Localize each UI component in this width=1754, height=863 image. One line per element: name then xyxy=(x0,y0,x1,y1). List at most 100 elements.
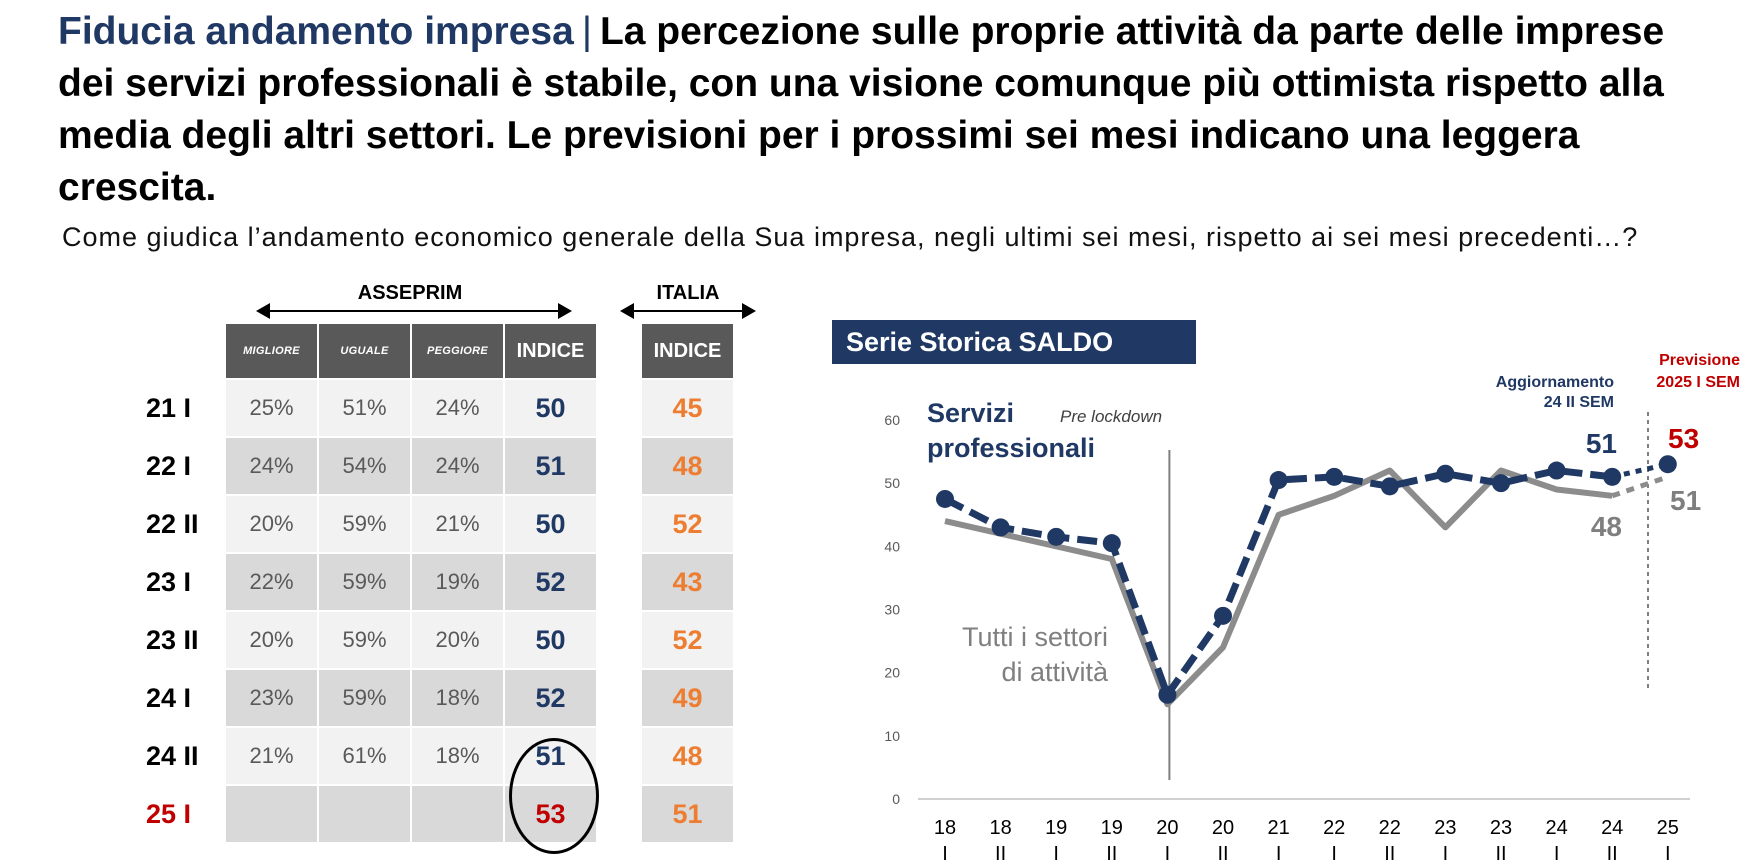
x-tick-label-semester: II xyxy=(1106,843,1117,863)
y-tick-label: 20 xyxy=(884,665,900,681)
series2-label-line2: di attività xyxy=(1001,657,1109,687)
cell-migliore: 25% xyxy=(226,380,317,436)
italia-header-row: INDICE xyxy=(642,324,733,378)
x-tick-label-year: 24 xyxy=(1601,817,1623,839)
x-tick-label-year: 19 xyxy=(1045,817,1067,839)
italia-row: 45 xyxy=(642,380,733,436)
data-label-servizi-24II: 51 xyxy=(1586,428,1617,459)
x-tick-label-year: 19 xyxy=(1101,817,1123,839)
x-tick-label-semester: I xyxy=(1165,843,1171,863)
cell-italia-indice: 52 xyxy=(642,496,733,552)
cell-italia-indice: 51 xyxy=(642,786,733,842)
y-tick-label: 50 xyxy=(884,475,900,491)
italia-row: 48 xyxy=(642,728,733,784)
x-tick-label-semester: I xyxy=(1554,843,1560,863)
italia-row: 52 xyxy=(642,496,733,552)
x-tick-label-year: 22 xyxy=(1379,817,1401,839)
series-servizi-professionali-point xyxy=(1658,455,1677,474)
cell-migliore: 22% xyxy=(226,554,317,610)
cell-peggiore: 18% xyxy=(412,670,503,726)
table-row: 22 II 20% 59% 21% 50 xyxy=(134,496,596,552)
cell-indice: 52 xyxy=(505,670,596,726)
y-tick-label: 40 xyxy=(884,538,900,554)
series-servizi-professionali-point xyxy=(1269,471,1288,490)
series-servizi-professionali-point xyxy=(936,489,954,508)
cell-italia-indice: 48 xyxy=(642,728,733,784)
y-tick-label: 60 xyxy=(884,412,900,428)
headline-separator: | xyxy=(581,10,592,53)
series-servizi-professionali-point xyxy=(1325,467,1344,486)
cell-italia-indice: 52 xyxy=(642,612,733,668)
x-tick-label-year: 18 xyxy=(934,817,956,839)
x-tick-label-year: 20 xyxy=(1212,817,1234,839)
cell-italia-indice: 49 xyxy=(642,670,733,726)
x-tick-label-semester: I xyxy=(1443,843,1449,863)
cell-uguale: 59% xyxy=(319,496,410,552)
x-tick-label-semester: I xyxy=(1053,843,1059,863)
cell-italia-indice: 43 xyxy=(642,554,733,610)
headline-text: La percezione sulle proprie attività da … xyxy=(58,10,1665,209)
x-tick-label-year: 21 xyxy=(1267,817,1289,839)
cell-migliore: 21% xyxy=(226,728,317,784)
cell-migliore: 20% xyxy=(226,612,317,668)
series-servizi-professionali-point xyxy=(1492,474,1510,493)
arrow-italia xyxy=(620,303,756,319)
header-indice: INDICE xyxy=(505,324,596,378)
x-tick-label-semester: II xyxy=(1384,843,1395,863)
x-tick-label-semester: I xyxy=(1331,843,1337,863)
y-tick-label: 10 xyxy=(884,728,900,744)
series1-label-line1: Servizi xyxy=(927,398,1014,428)
group-label-italia: ITALIA xyxy=(656,282,720,304)
series-servizi-professionali-point xyxy=(991,518,1010,537)
cell-migliore: 23% xyxy=(226,670,317,726)
x-tick-label-semester: II xyxy=(1607,843,1618,863)
y-tick-label: 0 xyxy=(892,791,900,807)
y-tick-label: 30 xyxy=(884,602,900,618)
cell-italia-indice: 45 xyxy=(642,380,733,436)
cell-migliore: 20% xyxy=(226,496,317,552)
x-tick-label-year: 25 xyxy=(1657,817,1679,839)
cell-uguale: 59% xyxy=(319,612,410,668)
series-servizi-professionali-forecast-line xyxy=(1611,461,1669,480)
header-blank xyxy=(134,324,224,378)
header-peggiore: PEGGIORE xyxy=(412,324,503,378)
italia-table: INDICE 45 48 52 43 52 49 48 51 xyxy=(640,322,735,844)
table-row: 23 I 22% 59% 19% 52 xyxy=(134,554,596,610)
row-label: 22 I xyxy=(134,438,224,494)
series-servizi-professionali-point xyxy=(1102,534,1121,553)
row-label: 23 II xyxy=(134,612,224,668)
cell-uguale: 51% xyxy=(319,380,410,436)
table-row: 21 I 25% 51% 24% 50 xyxy=(134,380,596,436)
series-servizi-professionali-point xyxy=(1436,464,1455,483)
data-label-tutti-24II: 48 xyxy=(1591,511,1622,542)
cell-indice: 52 xyxy=(505,554,596,610)
x-tick-label-semester: II xyxy=(995,843,1006,863)
cell-italia-indice: 48 xyxy=(642,438,733,494)
row-label: 24 I xyxy=(134,670,224,726)
previsione-label-line2: 2025 I SEM xyxy=(1656,374,1740,391)
cell-uguale xyxy=(319,786,410,842)
header-uguale: UGUALE xyxy=(319,324,410,378)
data-label-servizi-25I: 53 xyxy=(1668,423,1699,454)
row-label: 25 I xyxy=(134,786,224,842)
highlight-circle xyxy=(509,738,599,854)
x-tick-label-semester: I xyxy=(942,843,948,863)
series-servizi-professionali-point xyxy=(1603,467,1622,486)
x-tick-label-year: 23 xyxy=(1490,817,1512,839)
data-label-tutti-25I: 51 xyxy=(1670,485,1701,516)
series-servizi-professionali-point xyxy=(1047,527,1066,546)
chart-title: Serie Storica SALDO xyxy=(832,320,1196,364)
row-label: 23 I xyxy=(134,554,224,610)
italia-row: 49 xyxy=(642,670,733,726)
cell-peggiore: 18% xyxy=(412,728,503,784)
x-tick-label-year: 24 xyxy=(1545,817,1567,839)
table-header-row: MIGLIORE UGUALE PEGGIORE INDICE xyxy=(134,324,596,378)
cell-indice: 50 xyxy=(505,496,596,552)
table-row: 24 I 23% 59% 18% 52 xyxy=(134,670,596,726)
x-tick-label-semester: I xyxy=(1276,843,1282,863)
series-servizi-professionali-point xyxy=(1547,461,1566,480)
cell-migliore xyxy=(226,786,317,842)
pre-lockdown-label: Pre lockdown xyxy=(1060,407,1162,426)
page-headline: Fiducia andamento impresa | La percezione … xyxy=(58,6,1718,214)
x-tick-label-year: 18 xyxy=(989,817,1011,839)
